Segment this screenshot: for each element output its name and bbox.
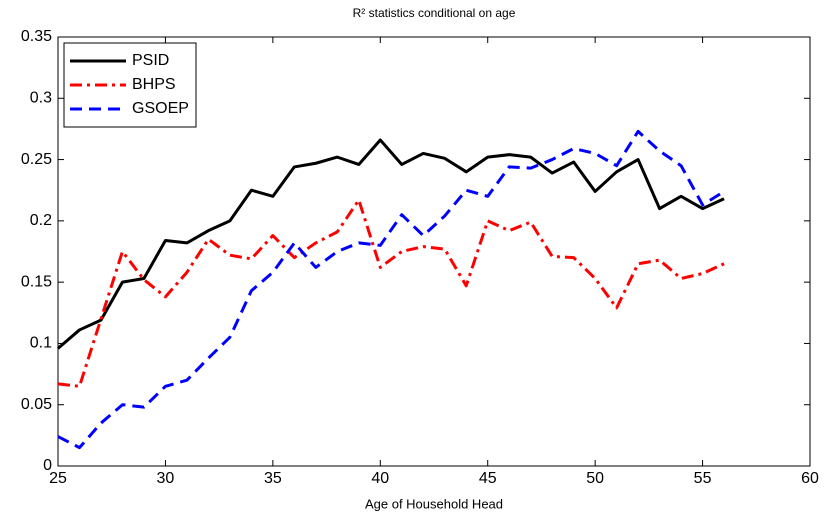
y-tick-label: 0.05 xyxy=(21,396,52,413)
legend-label: GSOEP xyxy=(132,100,189,117)
y-tick-label: 0.1 xyxy=(30,335,52,352)
x-tick-label: 40 xyxy=(371,470,389,487)
data-line xyxy=(57,138,725,350)
y-tick-label: 0 xyxy=(43,457,52,474)
plot-frame xyxy=(57,36,811,467)
data-line xyxy=(57,198,725,388)
x-tick-label: 45 xyxy=(479,470,497,487)
y-tick-label: 0.15 xyxy=(21,273,52,290)
legend-label: PSID xyxy=(132,52,169,69)
y-tick-label: 0.35 xyxy=(21,28,52,45)
x-tick-label: 60 xyxy=(801,470,819,487)
legend-box xyxy=(63,42,197,128)
chart-title: R² statistics conditional on age xyxy=(353,6,516,20)
y-tick-label: 0.3 xyxy=(30,90,52,107)
x-tick-label: 30 xyxy=(157,470,175,487)
x-tick-label: 50 xyxy=(586,470,604,487)
x-tick-label: 55 xyxy=(694,470,712,487)
x-tick-label: 25 xyxy=(49,470,67,487)
data-line xyxy=(57,129,725,450)
x-axis-label: Age of Household Head xyxy=(365,496,503,511)
y-tick-label: 0.2 xyxy=(30,212,52,229)
y-tick-label: 0.25 xyxy=(21,151,52,168)
legend-label: BHPS xyxy=(132,76,176,93)
x-tick-label: 35 xyxy=(264,470,282,487)
